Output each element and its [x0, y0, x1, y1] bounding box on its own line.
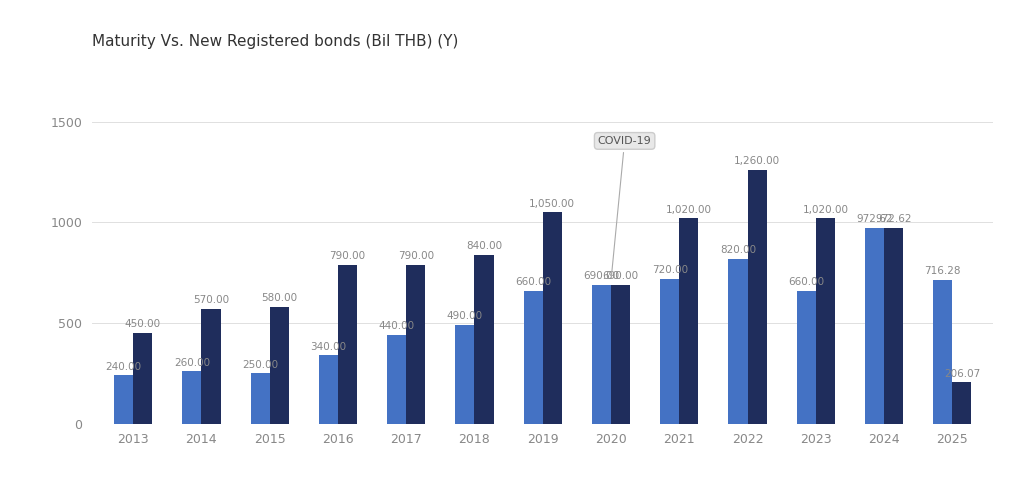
- Bar: [474, 255, 494, 424]
- Text: 716.28: 716.28: [925, 266, 961, 276]
- Text: 450.00: 450.00: [125, 319, 161, 330]
- Bar: [679, 218, 698, 424]
- Bar: [543, 212, 562, 424]
- Bar: [182, 372, 202, 424]
- Text: 690.00: 690.00: [584, 271, 620, 281]
- Bar: [952, 382, 972, 424]
- Bar: [202, 309, 220, 424]
- Bar: [797, 291, 816, 424]
- Bar: [114, 375, 133, 424]
- Text: 720.00: 720.00: [651, 265, 688, 275]
- Bar: [133, 333, 153, 424]
- Text: COVID-19: COVID-19: [598, 136, 651, 278]
- Text: 1,260.00: 1,260.00: [734, 156, 780, 167]
- Text: 840.00: 840.00: [466, 241, 502, 251]
- Bar: [456, 325, 474, 424]
- Bar: [523, 291, 543, 424]
- Text: 660.00: 660.00: [788, 277, 824, 287]
- Bar: [269, 307, 289, 424]
- Bar: [748, 170, 767, 424]
- Bar: [318, 355, 338, 424]
- Bar: [387, 335, 407, 424]
- Bar: [407, 264, 425, 424]
- Text: 260.00: 260.00: [174, 358, 210, 368]
- Text: 972.62: 972.62: [876, 214, 911, 225]
- Text: 206.07: 206.07: [944, 369, 980, 378]
- Bar: [611, 285, 630, 424]
- Bar: [592, 285, 611, 424]
- Text: 440.00: 440.00: [379, 321, 415, 332]
- Text: 570.00: 570.00: [193, 295, 229, 305]
- Bar: [338, 264, 357, 424]
- Text: 790.00: 790.00: [397, 251, 434, 261]
- Text: 790.00: 790.00: [330, 251, 366, 261]
- Bar: [816, 218, 835, 424]
- Bar: [884, 228, 903, 424]
- Text: 580.00: 580.00: [261, 293, 297, 303]
- Text: Maturity Vs. New Registered bonds (Bil THB) (Y): Maturity Vs. New Registered bonds (Bil T…: [92, 34, 459, 49]
- Text: 240.00: 240.00: [105, 362, 141, 372]
- Text: 490.00: 490.00: [446, 311, 483, 321]
- Bar: [865, 228, 884, 424]
- Text: 820.00: 820.00: [720, 245, 756, 255]
- Text: 340.00: 340.00: [310, 341, 346, 352]
- Text: 660.00: 660.00: [515, 277, 551, 287]
- Text: 1,020.00: 1,020.00: [803, 205, 848, 215]
- Text: 1,050.00: 1,050.00: [529, 199, 575, 209]
- Bar: [251, 374, 269, 424]
- Bar: [728, 259, 748, 424]
- Text: 1,020.00: 1,020.00: [666, 205, 712, 215]
- Bar: [660, 279, 679, 424]
- Text: 690.00: 690.00: [602, 271, 639, 281]
- Bar: [933, 280, 952, 424]
- Text: 250.00: 250.00: [242, 360, 279, 370]
- Text: 972.62: 972.62: [856, 214, 893, 225]
